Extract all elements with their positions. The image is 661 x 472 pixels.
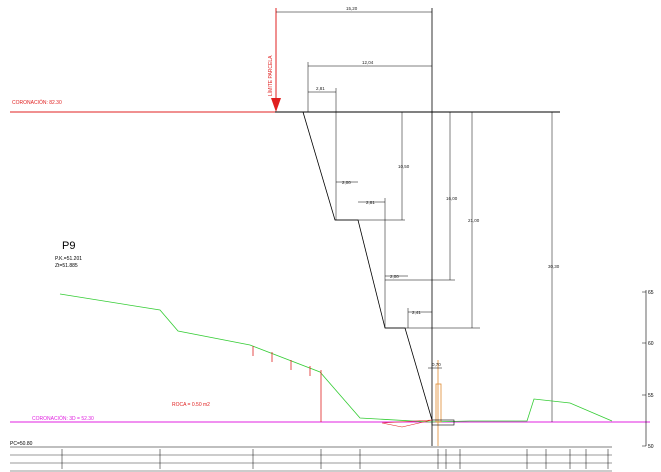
dim-text-2-00-a: 2,00 (342, 180, 351, 185)
shaft-structure (435, 383, 442, 423)
pc-label: PC=50.80 (10, 441, 33, 447)
dim-text-16-00: 16,00 (446, 196, 458, 201)
limite-parcela-arrow (271, 98, 281, 112)
dim-text-2-81-top: 2,81 (316, 86, 325, 91)
elevation-tick-50: 50 (648, 444, 654, 450)
profile-zt: Zt=51.885 (55, 263, 78, 269)
footing (431, 419, 455, 426)
elevation-tick-65: 65 (648, 290, 654, 296)
dim-text-2-41: 2,41 (412, 310, 421, 315)
dim-text-15-20: 15,20 (346, 6, 358, 11)
dim-text-30-30: 30,30 (548, 264, 560, 269)
dim-text-12-04: 12,04 (362, 60, 374, 65)
roca-area (381, 419, 433, 428)
terrain-line (59, 293, 613, 423)
dim-text-2-00-b: 2,00 (390, 274, 399, 279)
dim-text-21-00: 21,00 (468, 218, 480, 223)
elevation-tick-55: 55 (648, 393, 654, 399)
profile-pk: P.K.=51.201 (55, 256, 82, 262)
dim-text-2-81-mid: 2,81 (366, 200, 375, 205)
coronacion-top-label: CORONACIÓN: 82.30 (12, 99, 62, 106)
dim-text-0-70: 0,70 (432, 362, 441, 367)
guitar-ticks (61, 449, 609, 469)
elevation-tick-60: 60 (648, 341, 654, 347)
limite-parcela-label: LÍMITE PARCELA (267, 55, 274, 96)
dim-text-10-50: 10,50 (398, 164, 410, 169)
coronacion-bottom-label: CORONACIÓN: 3D = 52.30 (32, 415, 94, 422)
structure-outline (302, 111, 433, 421)
profile-id: P9 (62, 240, 75, 252)
roca-label: ROCA = 0.50 m2 (172, 402, 210, 408)
